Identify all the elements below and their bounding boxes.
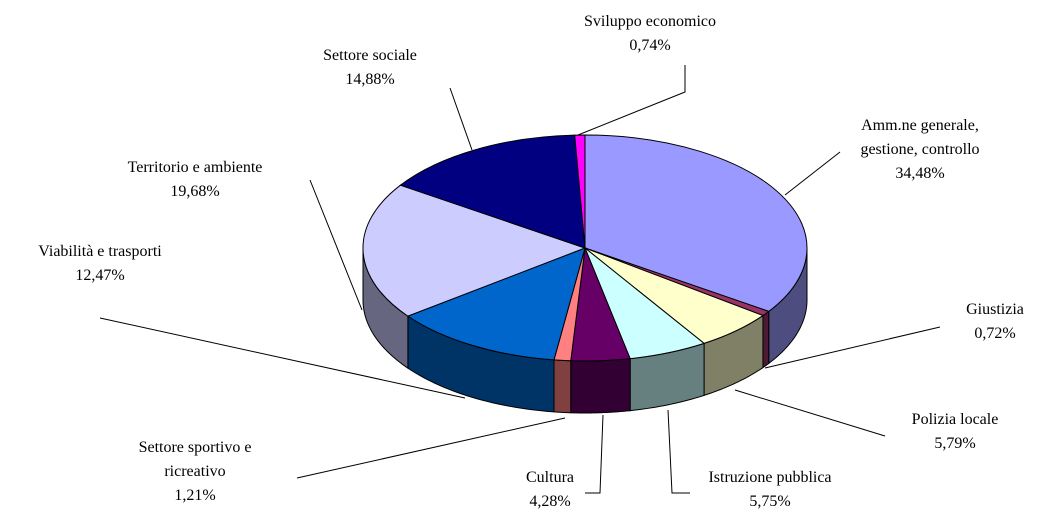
value-label: 1,21% xyxy=(174,487,216,504)
value-label: 5,75% xyxy=(749,493,791,510)
leader-line xyxy=(449,87,473,151)
slice-label: Settore sociale 14,88% xyxy=(323,44,417,92)
category-label: Istruzione pubblica xyxy=(708,469,832,486)
slice-label: Polizia locale 5,79% xyxy=(912,408,999,456)
value-label: 0,72% xyxy=(974,325,1016,342)
slice-side xyxy=(762,310,770,369)
slice-label: Giustizia 0,72% xyxy=(966,298,1024,346)
value-label: 34,48% xyxy=(895,165,945,182)
leader-line xyxy=(296,417,566,479)
slice-label: Sviluppo economico 0,74% xyxy=(584,10,716,58)
leader-line xyxy=(309,179,363,311)
slice-side xyxy=(553,359,572,414)
category-label: Giustizia xyxy=(966,301,1024,318)
leader-line xyxy=(99,317,466,399)
value-label: 19,68% xyxy=(170,183,220,200)
category-label: Territorio e ambiente xyxy=(127,159,263,176)
slice-label: Viabilità e trasporti 12,47% xyxy=(38,240,161,288)
slice-label: Amm.ne generale, gestione, controllo 34,4… xyxy=(860,114,979,186)
leader-line xyxy=(577,65,686,136)
value-label: 4,28% xyxy=(529,493,571,510)
value-label: 5,79% xyxy=(934,435,976,452)
slice-label: Istruzione pubblica 5,75% xyxy=(708,466,831,514)
leader-line xyxy=(585,414,604,494)
slice xyxy=(574,134,586,249)
category-label: Settore sportivo e ricreativo xyxy=(138,439,252,480)
slice xyxy=(406,247,586,361)
value-label: 12,47% xyxy=(75,267,125,284)
slice xyxy=(584,134,808,312)
slice-label: Territorio e ambiente 19,68% xyxy=(128,156,263,204)
slice xyxy=(362,184,587,317)
value-label: 0,74% xyxy=(629,37,671,54)
category-label: Amm.ne generale, gestione, controllo xyxy=(860,117,980,158)
leader-line xyxy=(784,151,841,196)
slice xyxy=(399,134,586,249)
category-label: Settore sociale xyxy=(323,47,417,64)
leader-line xyxy=(667,409,690,494)
category-label: Cultura xyxy=(526,469,574,486)
category-label: Polizia locale xyxy=(911,411,999,428)
leader-line xyxy=(734,389,886,437)
slice-label: Cultura 4,28% xyxy=(526,466,574,514)
value-label: 14,88% xyxy=(345,71,395,88)
category-label: Viabilità e trasporti xyxy=(38,243,162,260)
slice-label: Settore sportivo e ricreativo 1,21% xyxy=(139,436,252,508)
category-label: Sviluppo economico xyxy=(584,13,716,30)
slice-side xyxy=(570,358,631,414)
leader-line xyxy=(764,326,941,369)
